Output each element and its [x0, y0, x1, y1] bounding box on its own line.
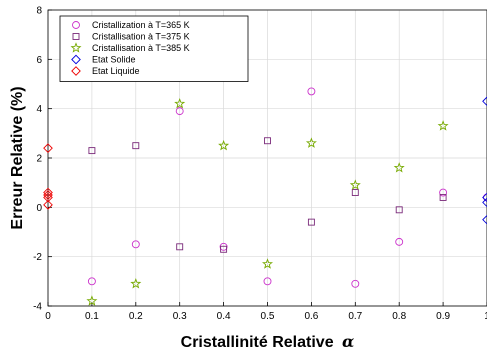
data-point [264, 137, 271, 145]
data-point [132, 142, 140, 150]
legend-marker [72, 33, 80, 40]
x-tick-label: 0.5 [261, 311, 275, 322]
x-axis-title-text: Cristallinité Relative [181, 334, 334, 351]
data-point [305, 137, 317, 148]
legend-marker [70, 42, 82, 53]
legend-box [59, 15, 249, 82]
data-point [175, 107, 184, 116]
data-point [437, 120, 449, 131]
data-point [130, 278, 142, 289]
x-tick-label: 0.4 [217, 311, 231, 322]
axis-ticks: 0 0.1 0.2 0.3 0.4 0.5 0.6 0.7 0.8 0.9 1 -4 -2 0 2 4 6 8 [33, 6, 487, 322]
data-point [262, 258, 273, 269]
data-point [307, 87, 316, 96]
data-point [43, 190, 53, 200]
x-tick-label: 0.8 [392, 311, 406, 322]
data-point [393, 162, 405, 173]
data-point [482, 197, 487, 208]
y-tick-label: 8 [36, 6, 42, 17]
y-tick-label: 0 [36, 203, 42, 214]
x-axis-title: Cristallinité Relative α [181, 332, 355, 351]
y-axis-title: Erreur Relative (%) [9, 86, 26, 229]
legend: Cristallization à T=365 K Cristallisation… [59, 15, 249, 82]
data-point [263, 277, 272, 286]
data-point [439, 194, 447, 201]
data-point [395, 206, 403, 214]
data-point [482, 96, 487, 107]
data-point [43, 192, 53, 203]
legend-label: Cristallisation à T=385 K [92, 43, 190, 53]
data-point [131, 240, 140, 249]
series-4 [43, 143, 53, 210]
data-point [176, 243, 184, 251]
data-point [483, 193, 487, 202]
y-tick-label: 6 [36, 55, 42, 66]
x-axis-title-symbol: α [342, 332, 354, 351]
data-point [219, 242, 228, 251]
series-1 [88, 137, 447, 253]
series-3 [482, 96, 487, 225]
y-tick-label: 2 [36, 154, 42, 165]
data-point [220, 245, 228, 253]
data-point [351, 279, 360, 288]
y-tick-label: -2 [33, 252, 42, 263]
x-tick-label: 0.6 [304, 311, 318, 322]
x-tick-label: 0.3 [173, 311, 187, 322]
data-point [43, 143, 53, 153]
data-point [86, 295, 98, 306]
legend-marker [72, 21, 80, 29]
data-point [174, 97, 186, 109]
data-markers [43, 87, 487, 306]
data-point [43, 200, 53, 210]
data-point [218, 139, 230, 151]
data-point [351, 189, 359, 196]
x-tick-label: 1 [484, 311, 487, 322]
x-tick-label: 0 [45, 311, 51, 322]
series-2 [86, 97, 449, 306]
data-point [88, 147, 96, 155]
legend-marker [71, 54, 81, 65]
data-point [395, 237, 404, 246]
data-point [43, 187, 53, 198]
data-point [87, 277, 96, 286]
series-0 [87, 87, 487, 288]
y-tick-label: -4 [33, 302, 42, 313]
legend-label: Etat Solide [92, 55, 136, 65]
x-tick-label: 0.2 [129, 311, 143, 322]
legend-marker [71, 66, 81, 76]
legend-label: Cristallization à T=365 K [92, 20, 190, 30]
data-point [349, 179, 361, 190]
data-point [439, 188, 448, 197]
data-point [482, 192, 487, 203]
x-tick-label: 0.9 [436, 311, 450, 322]
data-point [482, 214, 487, 225]
legend-label: Etat Liquide [92, 66, 140, 76]
data-point [307, 218, 315, 226]
x-tick-label: 0.1 [85, 311, 99, 322]
x-tick-label: 0.7 [348, 311, 362, 322]
legend-label: Cristallisation à T=375 K [92, 32, 190, 42]
y-tick-label: 4 [36, 104, 42, 115]
